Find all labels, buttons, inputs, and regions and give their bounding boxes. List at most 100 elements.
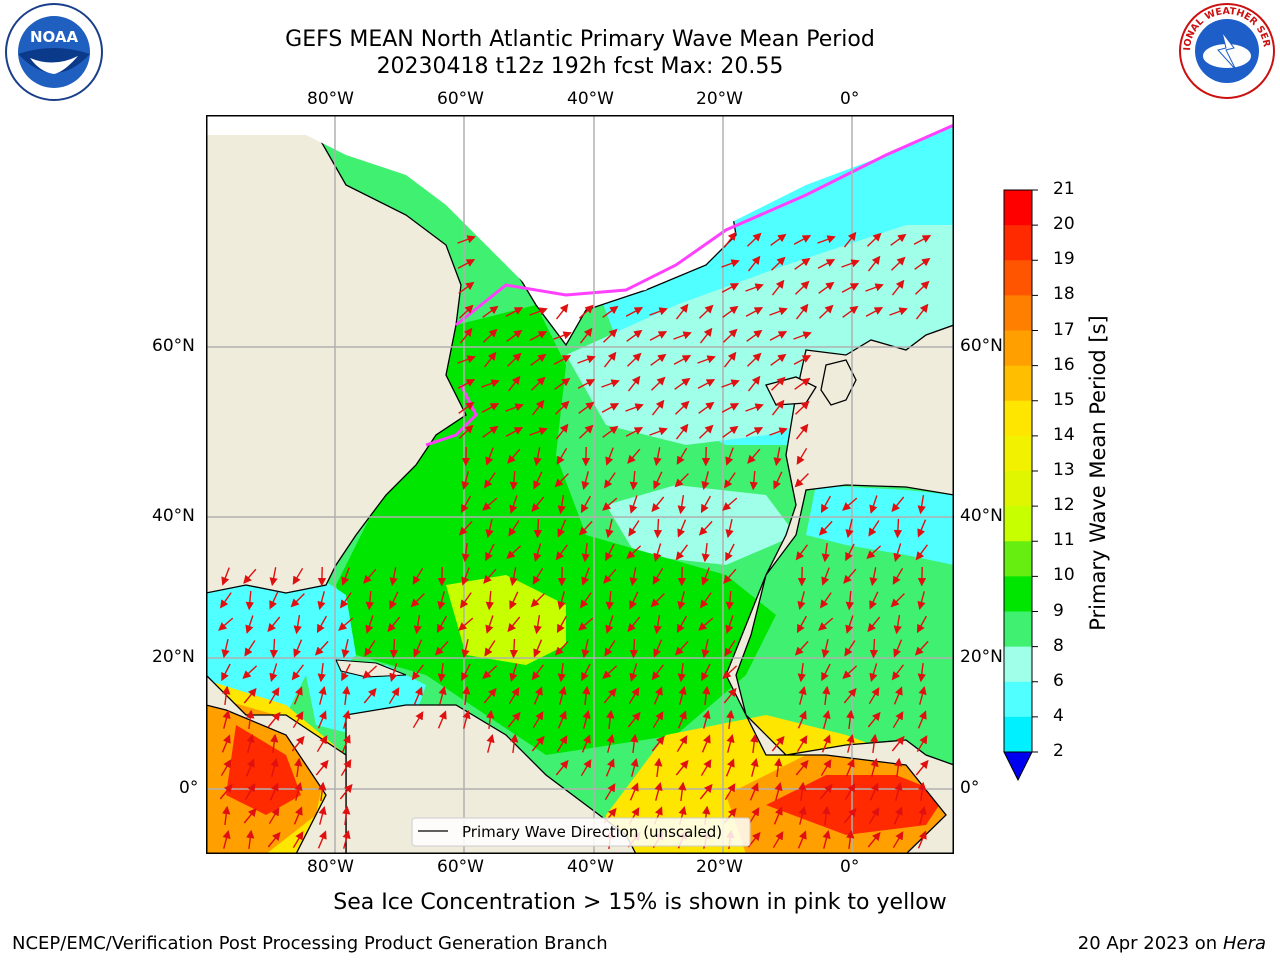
- wave-direction-arrow: [822, 709, 831, 729]
- wave-direction-arrow: [723, 687, 737, 704]
- map-frame: [206, 115, 954, 854]
- wave-direction-arrow: [822, 805, 831, 825]
- wave-direction-arrow: [915, 280, 930, 295]
- wave-direction-arrow: [746, 329, 763, 342]
- wave-direction-arrow: [891, 664, 904, 681]
- wave-direction-arrow: [745, 403, 764, 412]
- wave-direction-arrow: [507, 375, 521, 392]
- wave-direction-arrow: [821, 663, 831, 682]
- wave-direction-arrow: [413, 686, 423, 705]
- wave-direction-arrow: [625, 403, 644, 412]
- wave-direction-arrow: [483, 351, 497, 368]
- lon-label-bottom-80w: 80°W: [307, 857, 354, 877]
- wave-direction-arrow: [509, 638, 519, 659]
- wave-direction-arrow: [894, 757, 903, 777]
- wave-direction-arrow: [243, 807, 257, 824]
- wave-direction-arrow: [725, 543, 735, 562]
- wave-direction-arrow: [553, 331, 572, 340]
- wave-direction-arrow: [485, 447, 494, 466]
- wave-direction-arrow: [676, 447, 688, 465]
- wave-direction-arrow: [795, 423, 809, 440]
- wave-direction-arrow: [821, 567, 830, 586]
- wave-direction-arrow: [821, 639, 830, 659]
- wave-direction-arrow: [721, 403, 740, 413]
- wave-direction-arrow: [605, 758, 615, 777]
- wave-direction-arrow: [603, 568, 617, 584]
- wave-direction-arrow: [868, 520, 880, 537]
- legend-label: Primary Wave Direction (unscaled): [462, 823, 722, 841]
- wave-direction-arrow: [894, 781, 903, 801]
- wave-direction-arrow: [772, 831, 784, 849]
- wave-direction-arrow: [582, 709, 591, 729]
- wave-direction-arrow: [747, 232, 762, 247]
- wave-direction-arrow: [462, 709, 471, 729]
- wave-direction-arrow: [554, 640, 569, 656]
- lat-label-left-20n: 20°N: [152, 647, 195, 667]
- wave-direction-arrow: [412, 567, 424, 585]
- wave-direction-arrow: [505, 307, 524, 317]
- cuba-land: [335, 659, 407, 678]
- wave-direction-arrow: [579, 304, 594, 319]
- wave-direction-arrow: [771, 735, 785, 752]
- colorbar-tick-label: 6: [1053, 670, 1064, 691]
- colorbar-tick-label: 13: [1053, 460, 1075, 480]
- wave-direction-arrow: [725, 519, 734, 539]
- colorbar-segment: [1004, 506, 1032, 542]
- wave-direction-arrow: [242, 665, 258, 680]
- wave-direction-arrow: [339, 783, 353, 800]
- wave-direction-arrow: [793, 235, 812, 245]
- wave-direction-arrow: [530, 593, 545, 608]
- wave-direction-arrow: [918, 781, 927, 801]
- wave-direction-arrow: [771, 376, 786, 391]
- wave-direction-arrow: [555, 400, 570, 415]
- wave-direction-arrow: [481, 379, 500, 388]
- wave-direction-arrow: [869, 567, 878, 587]
- wave-direction-arrow: [795, 280, 810, 295]
- wave-direction-arrow: [916, 615, 928, 634]
- colorbar-segment: [1004, 716, 1032, 753]
- wave-direction-arrow: [773, 447, 782, 467]
- colorbar-segment: [1004, 611, 1032, 648]
- wave-direction-arrow: [222, 805, 231, 825]
- wave-direction-arrow: [485, 590, 495, 611]
- wave-direction-arrow: [723, 231, 737, 248]
- wave-direction-arrow: [650, 353, 667, 366]
- wave-direction-arrow: [794, 473, 809, 488]
- wave-direction-arrow: [555, 544, 568, 561]
- wave-direction-arrow: [821, 734, 831, 753]
- wave-direction-arrow: [246, 709, 255, 729]
- wave-direction-arrow: [701, 663, 711, 682]
- wave-direction-arrow: [845, 615, 854, 634]
- wave-direction-arrow: [318, 685, 327, 705]
- wave-direction-arrow: [484, 640, 496, 657]
- wave-direction-arrow: [462, 685, 471, 705]
- wave-direction-arrow: [915, 544, 928, 561]
- wave-direction-arrow: [651, 735, 665, 752]
- wave-direction-arrow: [794, 640, 809, 656]
- wave-direction-arrow: [458, 281, 475, 294]
- wave-direction-arrow: [918, 805, 927, 825]
- wave-direction-arrow: [626, 329, 643, 342]
- wave-direction-arrow: [530, 353, 547, 366]
- wave-direction-arrow: [796, 447, 808, 465]
- british-isles-land: [820, 359, 857, 406]
- wave-direction-arrow: [605, 615, 614, 634]
- wave-direction-arrow: [770, 353, 787, 366]
- wave-direction-arrow: [842, 305, 859, 318]
- wave-direction-arrow: [795, 544, 808, 561]
- wave-direction-arrow: [605, 590, 615, 611]
- wave-direction-arrow: [745, 307, 764, 317]
- wave-direction-arrow: [698, 617, 714, 631]
- wave-direction-arrow: [389, 591, 399, 610]
- wave-direction-arrow: [773, 471, 783, 490]
- wave-direction-arrow: [553, 355, 572, 365]
- wave-direction-arrow: [339, 592, 352, 609]
- wave-direction-arrow: [723, 568, 737, 584]
- wave-direction-arrow: [533, 614, 542, 635]
- wave-direction-arrow: [602, 305, 619, 318]
- subtropical-yellowgreen-patch: [446, 575, 566, 665]
- lon-label-bottom-0: 0°: [840, 857, 860, 877]
- wave-direction-arrow: [505, 427, 524, 437]
- wave-direction-arrow: [389, 638, 399, 659]
- lat-label-left-60n: 60°N: [152, 336, 195, 356]
